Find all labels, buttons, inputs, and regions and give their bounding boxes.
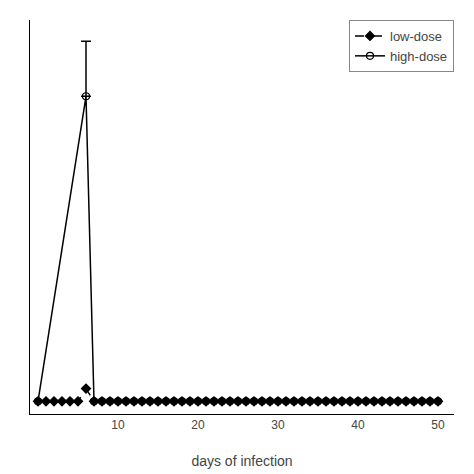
svg-text:20: 20 (191, 418, 205, 432)
svg-text:10: 10 (111, 418, 125, 432)
svg-text:40: 40 (351, 418, 365, 432)
svg-text:days of infection: days of infection (191, 453, 292, 469)
svg-text:50: 50 (431, 418, 445, 432)
svg-text:30: 30 (271, 418, 285, 432)
svg-text:high-dose: high-dose (390, 49, 447, 64)
svg-text:low-dose: low-dose (390, 29, 442, 44)
